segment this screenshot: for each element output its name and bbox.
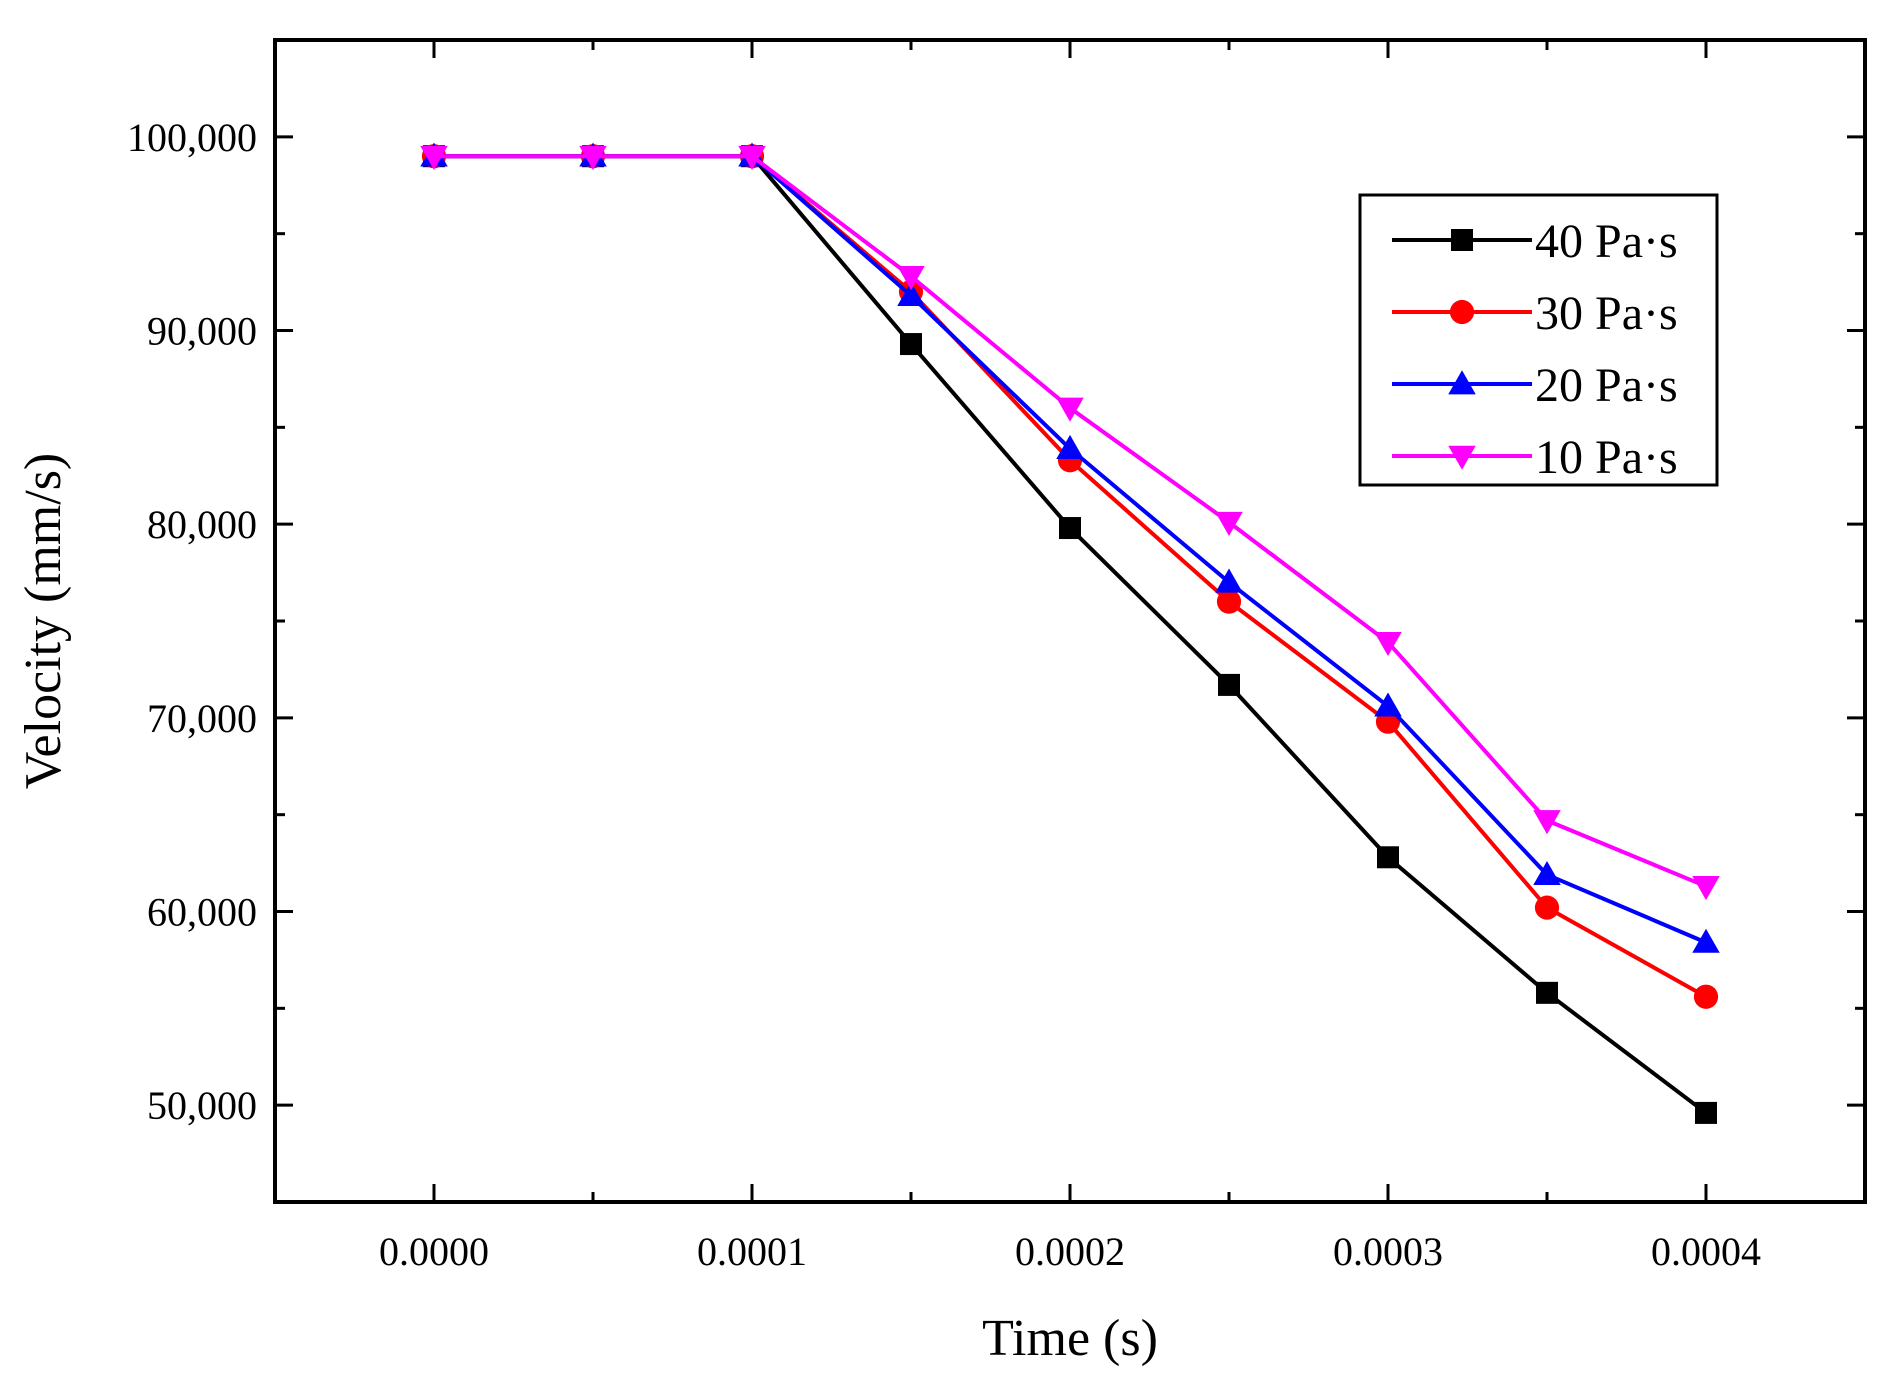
data-point <box>1218 673 1240 696</box>
legend-entry: 40 Pa·s <box>1392 215 1678 268</box>
data-point <box>897 281 925 306</box>
y-tick-label: 80,000 <box>147 502 257 547</box>
legend-marker <box>1449 299 1475 325</box>
legend-entry: 20 Pa·s <box>1392 359 1678 412</box>
legend-label: 10 Pa·s <box>1535 431 1678 484</box>
y-tick-label: 50,000 <box>147 1083 257 1128</box>
legend-box <box>1358 193 1719 487</box>
data-point <box>1692 928 1720 953</box>
data-point <box>1216 589 1242 614</box>
data-point <box>1056 397 1084 422</box>
legend-label: 20 Pa·s <box>1535 359 1678 412</box>
x-tick-label: 0.0001 <box>697 1229 807 1274</box>
series-layer <box>420 142 1720 1124</box>
legend-entry: 30 Pa·s <box>1392 287 1678 340</box>
x-tick-label: 0.0003 <box>1333 1229 1443 1274</box>
y-tick-label: 100,000 <box>127 115 257 160</box>
x-tick-label: 0.0004 <box>1651 1229 1761 1274</box>
legend: 40 Pa·s 30 Pa·s 20 Pa·s 10 Pa·s <box>1358 193 1719 487</box>
data-point <box>1536 981 1558 1004</box>
data-point <box>738 145 766 170</box>
data-point <box>1059 517 1081 540</box>
x-tick-label: 0.0000 <box>379 1229 489 1274</box>
data-point <box>1534 895 1560 920</box>
x-axis-title: Time (s) <box>982 1310 1158 1367</box>
data-point <box>1374 631 1402 657</box>
data-point <box>1056 434 1084 459</box>
x-tick-label: 0.0002 <box>1015 1229 1125 1274</box>
series-4 <box>420 145 1720 901</box>
data-point <box>1215 511 1243 536</box>
data-point <box>1695 1101 1717 1124</box>
data-point <box>897 265 925 291</box>
legend-label: 40 Pa·s <box>1535 215 1678 268</box>
y-tick-label: 90,000 <box>147 309 257 354</box>
data-point <box>1374 692 1402 717</box>
data-point <box>900 333 922 356</box>
y-tick-label: 70,000 <box>147 696 257 741</box>
y-tick-label: 60,000 <box>147 890 257 935</box>
data-point <box>579 145 607 170</box>
legend-entry: 10 Pa·s <box>1392 431 1678 484</box>
legend-marker <box>1448 445 1476 470</box>
legend-marker <box>1451 229 1473 251</box>
data-point <box>1215 568 1243 593</box>
data-point <box>1377 846 1399 869</box>
data-point <box>1693 984 1719 1009</box>
y-axis-title: Velocity (mm/s) <box>15 453 72 790</box>
data-point <box>1692 876 1720 901</box>
legend-label: 30 Pa·s <box>1535 287 1678 340</box>
axes-layer: 0.0000 0.0001 0.0002 0.0003 0.0004 50,000 60,0… <box>127 38 1867 1274</box>
data-point <box>1533 860 1561 886</box>
data-point <box>420 145 448 170</box>
legend-marker <box>1448 370 1476 395</box>
data-point <box>1533 810 1561 835</box>
